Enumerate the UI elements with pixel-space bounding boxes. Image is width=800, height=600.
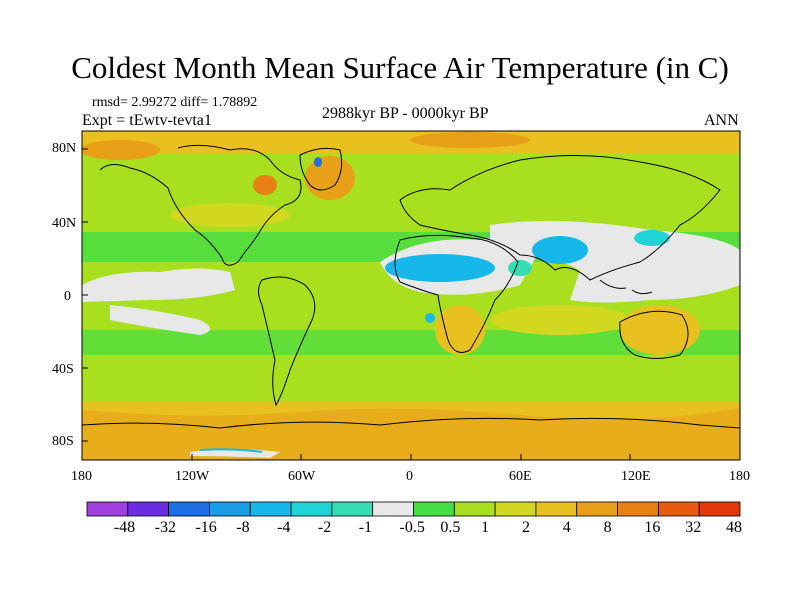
colorbar-swatch-negative-16 <box>168 501 210 517</box>
y-tick-label: 80S <box>52 434 74 449</box>
south-america-coast <box>258 276 316 407</box>
colorbar-swatch-positive-8 <box>576 501 618 517</box>
experiment-label: Expt = tEwtv-tevta1 <box>82 112 212 129</box>
map-field <box>82 131 740 460</box>
colorbar-swatch-near-zero <box>372 501 414 517</box>
period-label: 2988kyr BP - 0000kyr BP <box>322 105 489 122</box>
colorbar-swatch-negative-4 <box>249 501 292 517</box>
africa-coast <box>394 234 519 353</box>
colorbar-label: -4 <box>277 519 291 536</box>
greenland-coast <box>299 147 343 191</box>
colorbar-label: -8 <box>236 519 250 536</box>
red-sea-cooling <box>508 260 532 276</box>
arabia-india-cooling <box>532 236 588 264</box>
arctic-orange-patch <box>82 140 160 160</box>
antarctica-coast <box>82 417 740 429</box>
colorbar-label: 16 <box>644 519 661 536</box>
x-tick-label: 60E <box>509 469 532 484</box>
colorbar-label: -1 <box>358 519 373 536</box>
eurasia-coast <box>399 154 721 281</box>
greenland-cold-spot <box>314 157 322 167</box>
australia-orange <box>620 305 700 355</box>
arctic-hot-spot <box>253 175 277 195</box>
colorbar-swatch-positive-32 <box>657 501 700 517</box>
colorbar-label: 32 <box>685 519 702 536</box>
colorbar-swatch-positive-48 <box>698 501 741 517</box>
colorbar-label: 1 <box>481 519 490 536</box>
colorbar-swatch-negative-1 <box>331 501 374 517</box>
y-tick-label: 40S <box>52 362 74 377</box>
colorbar-swatch-negative-2 <box>290 501 333 517</box>
colorbar <box>86 501 741 517</box>
greenland-orange <box>305 156 355 200</box>
angola-cold-spot <box>425 313 435 323</box>
north-america-coast <box>99 144 302 266</box>
coastlines <box>82 144 740 429</box>
x-tick-label: 60W <box>288 469 316 484</box>
x-tick-label: 180 <box>71 469 92 484</box>
colorbar-swatch-strong-negative <box>127 501 170 517</box>
colorbar-label: 8 <box>603 519 612 536</box>
x-tick-label: 180 <box>729 469 750 484</box>
colorbar-swatch-very-negative <box>86 501 129 517</box>
colorbar-swatch-positive-0.5 <box>413 501 455 517</box>
colorbar-label: -16 <box>195 519 217 536</box>
map-title: Coldest Month Mean Surface Air Temperatu… <box>71 50 729 85</box>
pacific-near-zero <box>82 268 235 302</box>
arctic-orange-patch <box>410 132 530 148</box>
colorbar-label: 4 <box>562 519 571 536</box>
colorbar-label: -32 <box>154 519 176 536</box>
x-tick-label: 0 <box>406 469 413 484</box>
season-label: ANN <box>704 112 739 129</box>
china-cooling <box>634 230 670 246</box>
y-tick-label: 0 <box>64 289 71 304</box>
y-tick-label: 40N <box>52 216 77 231</box>
sahel-cooling <box>385 254 495 282</box>
x-tick-label: 120W <box>175 469 210 484</box>
indian-ocean-yellow <box>490 305 630 335</box>
colorbar-label: 0.5 <box>440 519 461 536</box>
colorbar-label: 2 <box>521 519 530 536</box>
colorbar-swatch-positive-16 <box>617 501 659 517</box>
pacific-near-zero-south <box>110 305 210 335</box>
colorbar-label: -48 <box>113 519 136 536</box>
australia-coast <box>619 310 689 359</box>
south-africa-orange <box>435 305 485 355</box>
southern-ocean-cold <box>199 448 263 453</box>
colorbar-label: -0.5 <box>399 519 425 536</box>
colorbar-swatch-positive-4 <box>535 501 578 517</box>
colorbar-swatch-positive-2 <box>494 501 537 517</box>
arctic-warm-band <box>82 131 740 153</box>
colorbar-swatch-negative-8 <box>209 501 251 517</box>
colorbar-label: -2 <box>317 519 332 536</box>
x-tick-label: 120E <box>621 469 651 484</box>
colorbar-label: 48 <box>726 519 742 536</box>
indonesia-coast <box>599 279 653 295</box>
colorbar-swatch-positive-1 <box>453 501 496 517</box>
axis-ticks <box>81 148 741 460</box>
midlat-yellow <box>170 203 290 227</box>
antarctic-orange <box>82 408 740 460</box>
rmsd-diff-stats: rmsd= 2.99272 diff= 1.78892 <box>92 95 258 110</box>
y-tick-label: 80N <box>52 141 77 156</box>
